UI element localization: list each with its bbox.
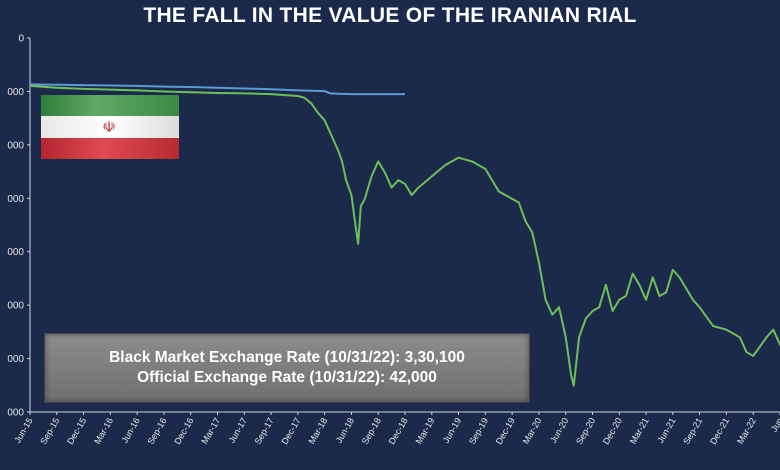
series-line-1 — [29, 84, 780, 387]
x-tick-label: Dec-15 — [65, 416, 88, 446]
y-tick-label: 000 — [7, 408, 24, 419]
x-tick-label: Jun-17 — [227, 416, 249, 445]
series-line-0 — [29, 83, 405, 96]
x-tick-label: Sep-16 — [145, 416, 168, 446]
x-tick-label: Jun-15 — [12, 416, 34, 445]
y-tick-label: 000 — [7, 247, 24, 258]
x-tick-label: Mar-18 — [306, 416, 329, 446]
flag-red-band — [41, 137, 179, 159]
flag-green-band — [41, 95, 179, 117]
y-tick-label: 000 — [7, 194, 24, 205]
x-tick-label: Dec-20 — [601, 416, 624, 446]
y-tick-label: 000 — [7, 354, 24, 365]
x-tick-label: Jun — [769, 416, 780, 434]
flag-emblem: ☫ — [102, 118, 116, 137]
chart-title: THE FALL IN THE VALUE OF THE IRANIAN RIA… — [143, 4, 637, 27]
x-tick-label: Dec-21 — [708, 416, 731, 446]
x-tick-label: Mar-21 — [628, 416, 651, 446]
x-tick-label: Sep-20 — [574, 416, 597, 446]
x-tick-label: Sep-15 — [38, 416, 61, 446]
x-tick-label: Mar-22 — [735, 416, 758, 446]
y-tick-label: 000 — [7, 140, 24, 151]
official-rate-label: Official Exchange Rate (10/31/22): 42,00… — [137, 369, 437, 386]
x-tick-label: Sep-17 — [253, 416, 276, 446]
x-tick-label: Sep-18 — [360, 416, 383, 446]
exchange-rate-box: Black Market Exchange Rate (10/31/22): 3… — [44, 333, 530, 403]
y-tick-label: 000 — [7, 87, 24, 98]
x-tick-label: Dec-17 — [279, 416, 302, 446]
x-tick-label: Sep-21 — [681, 416, 704, 446]
x-tick-label: Dec-18 — [387, 416, 410, 446]
x-tick-label: Mar-17 — [199, 416, 222, 446]
x-tick-label: Mar-20 — [521, 416, 544, 446]
flag-white-band: ☫ — [41, 116, 179, 138]
y-tick-label: 000 — [7, 301, 24, 312]
x-tick-label: Jun-19 — [441, 416, 463, 445]
x-tick-label: Jun-18 — [334, 416, 356, 445]
black-market-rate-label: Black Market Exchange Rate (10/31/22): 3… — [109, 349, 465, 366]
x-tick-label: Sep-19 — [467, 416, 490, 446]
x-tick-label: Jun-20 — [548, 416, 570, 445]
x-tick-label: Jun-21 — [655, 416, 677, 445]
x-tick-label: Jun-16 — [119, 416, 141, 445]
y-tick-label: 0 — [18, 34, 24, 45]
series-lines — [29, 83, 780, 387]
chart-axes — [27, 37, 780, 415]
x-tick-label: Mar-19 — [414, 416, 437, 446]
x-tick-label: Dec-19 — [494, 416, 517, 446]
x-tick-label: Mar-16 — [92, 416, 115, 446]
iran-flag-icon: ☫ — [41, 95, 179, 159]
x-tick-label: Dec-16 — [172, 416, 195, 446]
